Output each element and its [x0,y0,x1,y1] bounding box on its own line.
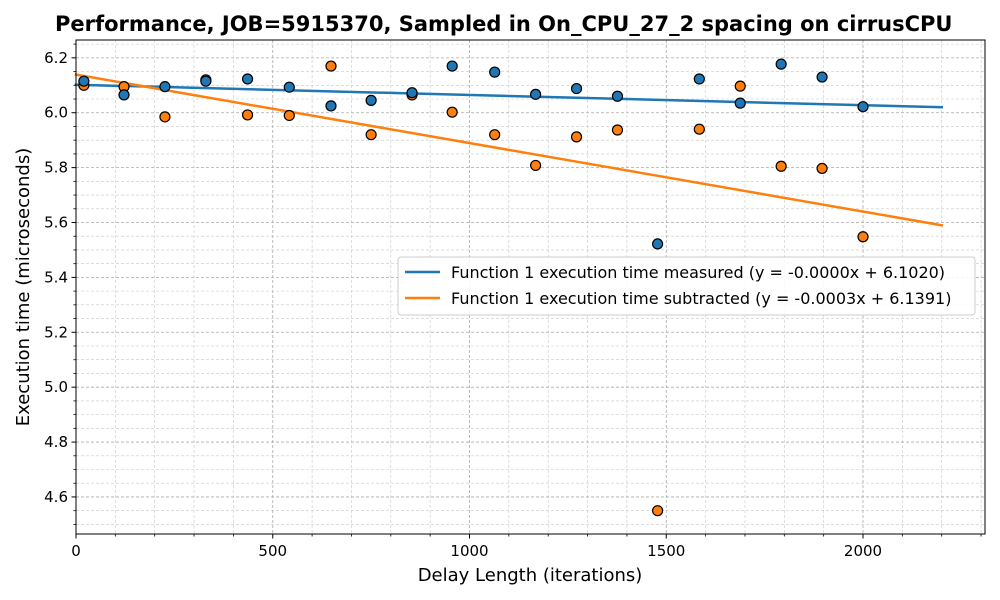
point-subtracted [734,80,746,92]
point-subtracted [283,109,295,122]
y-tick-label: 5.4 [44,268,68,286]
point-measured [693,73,705,85]
y-tick-label: 6.0 [44,104,68,122]
point-subtracted [816,162,828,175]
point-subtracted [857,231,869,243]
point-measured [365,94,377,106]
point-measured [857,101,869,113]
y-tick-label: 5.2 [44,323,68,341]
point-measured [489,66,501,78]
x-tick-label: 0 [71,542,81,560]
fit-line-subtracted [74,73,944,227]
y-tick-label: 5.0 [44,378,68,396]
point-measured [570,82,583,95]
point-subtracted [446,106,458,118]
legend-box [397,256,976,316]
point-subtracted [570,131,583,143]
point-measured [78,75,90,87]
x-tick-label: 500 [258,542,287,560]
x-tick-label: 1000 [450,542,488,560]
legend-label-subtracted: Function 1 execution time subtracted (y … [451,289,951,308]
legend: Function 1 execution time measured (y = … [397,256,976,316]
point-measured [530,88,542,100]
point-measured [406,87,418,99]
point-measured [159,81,171,93]
x-axis-label: Delay Length (iterations) [418,565,643,586]
fit-line-measured [74,83,943,109]
y-tick-label: 6.2 [44,49,68,67]
point-subtracted [159,111,171,123]
axis-ticks: 0 500 1000 1500 2000 4.6 4.8 5.0 5.2 5.4 5.6 5.8 6.0… [44,43,982,560]
point-subtracted [775,160,787,172]
legend-label-measured: Function 1 execution time measured (y = … [451,263,945,282]
fit-lines [74,73,944,227]
x-tick-label: 2000 [844,542,882,560]
point-measured [446,60,458,72]
plot-frame [75,39,986,535]
point-measured [816,71,828,83]
y-tick-label: 5.8 [44,159,68,177]
y-tick-label: 5.6 [44,214,68,232]
y-tick-label: 4.8 [44,433,68,451]
data-points [78,58,869,517]
point-subtracted [489,129,501,141]
point-subtracted [241,109,254,121]
point-measured [611,90,624,102]
point-subtracted [693,123,705,135]
point-measured [200,75,212,87]
point-subtracted [611,124,624,136]
y-axis-label: Execution time (microseconds) [13,148,34,427]
x-tick-label: 1500 [647,542,685,560]
point-measured [325,100,337,112]
point-measured [652,238,664,250]
point-subtracted [530,159,542,172]
point-measured [775,58,787,70]
chart-title: Performance, JOB=5915370, Sampled in On_… [55,12,952,36]
point-subtracted [325,60,337,72]
point-measured [283,81,295,93]
point-subtracted [652,505,664,517]
point-measured [241,73,254,85]
y-tick-label: 4.6 [44,488,68,506]
point-subtracted [365,129,377,141]
point-measured [734,97,746,109]
point-measured [118,89,130,101]
